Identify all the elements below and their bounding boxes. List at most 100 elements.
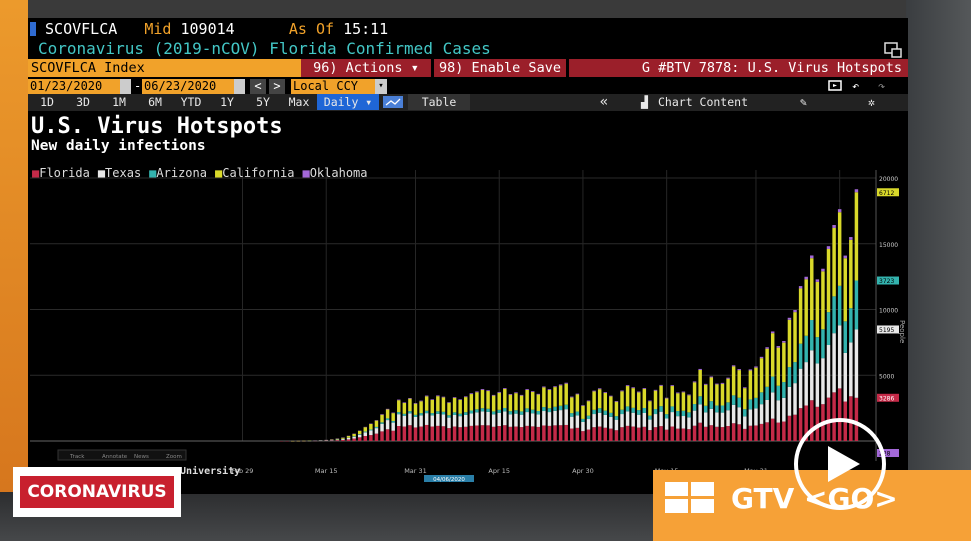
toolbar-track-button[interactable]: Track	[69, 454, 85, 460]
bar-california	[748, 370, 753, 400]
bar-florida	[676, 428, 680, 441]
edit-icon[interactable]: ✎	[800, 95, 807, 109]
bar-arizona	[681, 410, 686, 417]
bar-arizona	[558, 405, 563, 411]
studio-background	[906, 0, 971, 541]
bar-oklahoma	[681, 391, 686, 393]
bar-texas	[709, 408, 714, 426]
currency-select[interactable]: Local CCY	[291, 79, 375, 94]
bar-texas	[737, 407, 741, 425]
bar-california	[676, 393, 680, 412]
toolbar-news-button[interactable]: News	[134, 454, 149, 460]
period-button-5y[interactable]: 5Y	[256, 95, 270, 109]
bar-florida	[776, 422, 781, 441]
bar-oklahoma	[391, 412, 395, 414]
frequency-select[interactable]: Daily ▾	[317, 94, 379, 110]
bar-oklahoma	[625, 385, 630, 387]
period-button-6m[interactable]: 6M	[148, 95, 162, 109]
collapse-icon[interactable]: «	[599, 94, 609, 110]
bar-texas	[609, 416, 613, 429]
table-button[interactable]: Table	[408, 94, 470, 110]
toolbar-zoom-button[interactable]: Zoom	[166, 454, 182, 460]
period-button-3d[interactable]: 3D	[76, 95, 90, 109]
bar-texas	[497, 412, 501, 427]
chevron-down-icon[interactable]: ▾	[375, 79, 387, 94]
date-range-row: 01/23/2020 - 06/23/2020 < > Local CCY ▾ …	[28, 79, 908, 95]
legend-item-oklahoma[interactable]: ■Oklahoma	[302, 166, 367, 180]
enable-save-button[interactable]: 98) Enable Save	[434, 59, 566, 77]
next-arrow-icon[interactable]: >	[269, 79, 285, 94]
bar-florida	[525, 425, 529, 441]
bar-arizona	[664, 414, 669, 419]
bar-arizona	[754, 397, 758, 409]
prev-arrow-icon[interactable]: <	[250, 79, 266, 94]
bar-florida	[357, 437, 362, 441]
bar-california	[815, 281, 820, 338]
bar-texas	[408, 413, 412, 426]
legend-item-florida[interactable]: ■Florida	[32, 166, 90, 180]
bar-texas	[341, 439, 345, 440]
bar-florida	[436, 425, 440, 441]
bar-arizona	[765, 386, 769, 400]
period-button-1m[interactable]: 1M	[112, 95, 126, 109]
bar-florida	[575, 427, 580, 441]
toolbar-annotate-button[interactable]: Annotate	[102, 454, 128, 460]
bar-texas	[687, 417, 691, 430]
period-button-max[interactable]: Max	[288, 95, 310, 109]
calendar-icon[interactable]	[120, 79, 131, 94]
calendar-icon[interactable]	[234, 79, 245, 94]
bar-california	[681, 392, 686, 411]
bar-arizona	[832, 296, 836, 334]
legend-item-arizona[interactable]: ■Arizona	[149, 166, 207, 180]
bar-texas	[503, 411, 507, 426]
undo-icon[interactable]: ↶	[852, 79, 860, 93]
actions-button[interactable]: 96) Actions ▾	[301, 59, 431, 77]
legend-item-texas[interactable]: ■Texas	[98, 166, 141, 180]
x-tick-label: Apr 15	[488, 467, 510, 475]
bar-oklahoma	[508, 393, 513, 395]
bar-oklahoma	[424, 395, 429, 397]
bar-california	[793, 312, 797, 363]
monitor-icon[interactable]	[828, 80, 842, 93]
bar-california	[731, 366, 736, 396]
expand-icon[interactable]	[884, 42, 902, 58]
bar-california	[419, 401, 423, 414]
bar-california	[369, 423, 373, 430]
chart-type-icon[interactable]	[383, 96, 403, 108]
bar-arizona	[793, 362, 797, 384]
gear-icon[interactable]: ✲	[868, 95, 875, 109]
redo-icon[interactable]: ↷	[878, 79, 886, 93]
bar-texas	[637, 414, 641, 428]
security-field[interactable]: SCOVFLCA Index	[28, 59, 301, 77]
bar-florida	[625, 425, 630, 441]
bar-oklahoma	[430, 399, 434, 400]
bar-florida	[609, 428, 613, 441]
gtv-banner: GTV <GO>	[653, 470, 971, 541]
bar-arizona	[447, 415, 451, 418]
bar-texas	[765, 399, 769, 423]
period-button-1d[interactable]: 1D	[40, 95, 54, 109]
bar-texas	[726, 410, 730, 427]
chart-name-field[interactable]: G #BTV 7878: U.S. Virus Hotspots	[569, 59, 908, 77]
chart-subtitle: New daily infections	[31, 138, 206, 154]
bar-california	[798, 288, 803, 344]
bar-oklahoma	[854, 189, 859, 193]
chart-content-button[interactable]: Chart Content	[658, 95, 749, 109]
bar-texas	[743, 416, 747, 429]
bar-oklahoma	[491, 394, 496, 396]
bar-arizona	[413, 414, 418, 417]
bar-florida	[385, 429, 390, 441]
period-button-ytd[interactable]: YTD	[180, 95, 202, 109]
bar-california	[464, 397, 468, 413]
bar-california	[597, 389, 602, 409]
bar-arizona	[720, 405, 725, 413]
period-button-1y[interactable]: 1Y	[220, 95, 234, 109]
date-to-input[interactable]: 06/23/2020	[142, 79, 234, 94]
bar-texas	[542, 411, 546, 426]
bar-florida	[581, 431, 585, 441]
bar-oklahoma	[385, 408, 390, 410]
legend-item-california[interactable]: ■California	[215, 166, 294, 180]
bar-arizona	[748, 399, 753, 410]
date-from-input[interactable]: 01/23/2020	[28, 79, 120, 94]
play-icon[interactable]	[790, 414, 890, 514]
